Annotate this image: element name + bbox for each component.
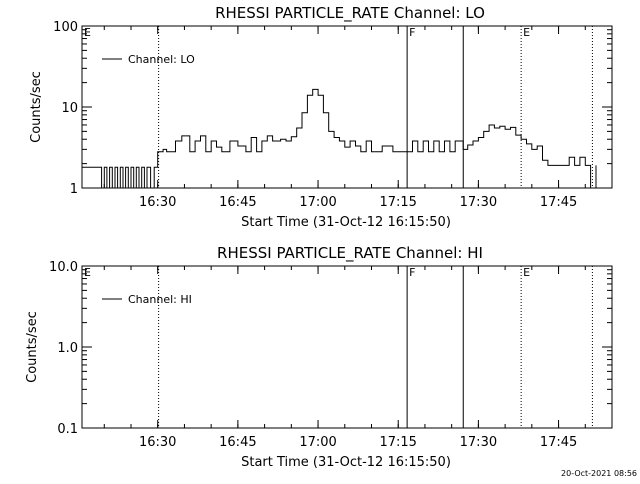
lo-y-tick-label: 1 [70, 182, 78, 197]
hi-y-tick-label: 1.0 [57, 341, 78, 356]
lo-chart-title: RHESSI PARTICLE_RATE Channel: LO [215, 4, 485, 23]
lo-event-marker-label: F [409, 26, 415, 39]
lo-channel-panel: RHESSI PARTICLE_RATE Channel: LO Counts/… [29, 4, 613, 230]
lo-y-tick-label: 10 [61, 101, 78, 116]
hi-chart-title: RHESSI PARTICLE_RATE Channel: HI [217, 244, 483, 263]
hi-y-tick-label: 0.1 [57, 422, 78, 437]
lo-x-tick-label: 17:45 [540, 195, 577, 210]
hi-x-tick-label: 17:30 [460, 435, 497, 450]
timestamp-stamp: 20-Oct-2021 08:56 [561, 469, 637, 478]
hi-x-tick-label: 16:30 [139, 435, 176, 450]
lo-y-axis-label: Counts/sec [29, 71, 44, 143]
lo-x-axis-label: Start Time (31-Oct-12 16:15:50) [241, 215, 451, 230]
hi-x-tick-label: 17:00 [299, 435, 336, 450]
hi-x-tick-label: 17:15 [379, 435, 416, 450]
lo-event-marker-label: E [84, 26, 91, 39]
hi-y-tick-label: 10.0 [49, 260, 78, 275]
hi-x-axis-label: Start Time (31-Oct-12 16:15:50) [241, 455, 451, 470]
lo-x-tick-label: 17:30 [460, 195, 497, 210]
lo-x-tick-label: 16:30 [139, 195, 176, 210]
hi-event-marker-label: E [523, 266, 530, 279]
hi-x-tick-label: 17:45 [540, 435, 577, 450]
lo-x-tick-label: 17:00 [299, 195, 336, 210]
lo-y-tick-label: 100 [53, 20, 78, 35]
lo-event-marker-label: E [523, 26, 530, 39]
hi-y-axis-label: Counts/sec [25, 311, 40, 383]
hi-legend-label: Channel: HI [128, 293, 192, 306]
lo-x-tick-label: 17:15 [379, 195, 416, 210]
lo-legend-label: Channel: LO [128, 53, 195, 66]
hi-event-marker-label: F [409, 266, 415, 279]
hi-channel-panel: RHESSI PARTICLE_RATE Channel: HI Counts/… [25, 244, 613, 470]
hi-event-marker-label: E [84, 266, 91, 279]
hi-x-tick-label: 16:45 [219, 435, 256, 450]
lo-x-tick-label: 16:45 [219, 195, 256, 210]
lo-series-line [82, 88, 597, 189]
